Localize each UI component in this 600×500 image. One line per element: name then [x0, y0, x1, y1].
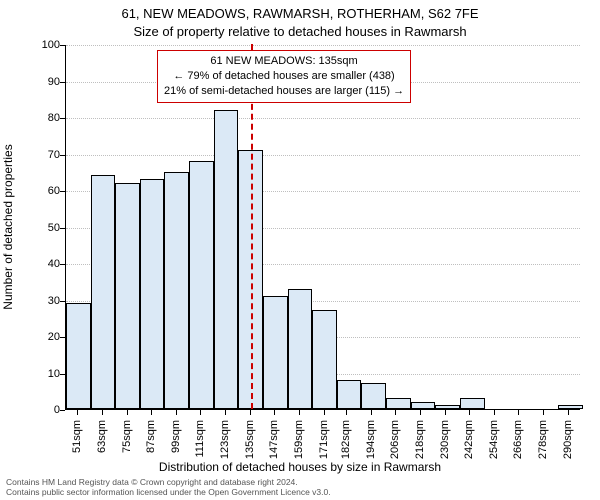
x-tick-mark — [274, 410, 275, 415]
y-tick-label: 40 — [10, 258, 60, 270]
chart-root: 61, NEW MEADOWS, RAWMARSH, ROTHERHAM, S6… — [0, 0, 600, 500]
y-tick-label: 0 — [10, 404, 60, 416]
x-tick-mark — [250, 410, 251, 415]
y-tick-label: 50 — [10, 222, 60, 234]
histogram-bar — [91, 175, 116, 409]
x-tick-mark — [225, 410, 226, 415]
x-tick-mark — [568, 410, 569, 415]
x-tick-mark — [200, 410, 201, 415]
y-tick-label: 80 — [10, 112, 60, 124]
x-tick-mark — [77, 410, 78, 415]
x-tick-mark — [371, 410, 372, 415]
x-tick-mark — [299, 410, 300, 415]
x-tick-mark — [127, 410, 128, 415]
histogram-bar — [288, 289, 313, 409]
x-tick-mark — [518, 410, 519, 415]
y-tick-label: 60 — [10, 185, 60, 197]
grid-line — [66, 118, 580, 119]
histogram-bar — [361, 383, 386, 409]
y-tick-mark — [60, 228, 65, 229]
histogram-bar — [164, 172, 189, 409]
x-axis-label: Distribution of detached houses by size … — [0, 460, 600, 474]
histogram-bar — [189, 161, 214, 409]
y-tick-mark — [60, 191, 65, 192]
annotation-line-1: 61 NEW MEADOWS: 135sqm — [164, 54, 404, 69]
y-tick-label: 10 — [10, 368, 60, 380]
y-tick-label: 90 — [10, 76, 60, 88]
y-tick-mark — [60, 82, 65, 83]
x-tick-mark — [445, 410, 446, 415]
histogram-bar — [263, 296, 288, 409]
y-tick-mark — [60, 337, 65, 338]
x-tick-mark — [420, 410, 421, 415]
y-tick-mark — [60, 118, 65, 119]
y-tick-mark — [60, 155, 65, 156]
y-tick-label: 70 — [10, 149, 60, 161]
x-tick-mark — [346, 410, 347, 415]
x-tick-mark — [176, 410, 177, 415]
annotation-line-2: ← 79% of detached houses are smaller (43… — [164, 69, 404, 84]
x-tick-mark — [102, 410, 103, 415]
y-tick-mark — [60, 45, 65, 46]
y-tick-mark — [60, 410, 65, 411]
chart-title-line2: Size of property relative to detached ho… — [0, 24, 600, 39]
y-tick-label: 30 — [10, 295, 60, 307]
grid-line — [66, 155, 580, 156]
x-tick-mark — [324, 410, 325, 415]
histogram-bar — [337, 380, 362, 409]
histogram-bar — [460, 398, 485, 409]
histogram-bar — [312, 310, 337, 409]
y-tick-label: 100 — [10, 39, 60, 51]
histogram-bar — [140, 179, 165, 409]
y-tick-label: 20 — [10, 331, 60, 343]
histogram-bar — [558, 405, 583, 409]
histogram-bar — [66, 303, 91, 409]
histogram-bar — [214, 110, 239, 409]
y-tick-mark — [60, 264, 65, 265]
y-tick-mark — [60, 301, 65, 302]
histogram-bar — [115, 183, 140, 409]
copyright-line2: Contains public sector information licen… — [6, 488, 594, 498]
x-tick-mark — [395, 410, 396, 415]
x-tick-mark — [543, 410, 544, 415]
annotation-line-3: 21% of semi-detached houses are larger (… — [164, 84, 404, 99]
plot-area: 61 NEW MEADOWS: 135sqm← 79% of detached … — [65, 45, 580, 410]
grid-line — [66, 45, 580, 46]
x-tick-mark — [469, 410, 470, 415]
annotation-box: 61 NEW MEADOWS: 135sqm← 79% of detached … — [157, 50, 411, 103]
histogram-bar — [435, 405, 460, 409]
copyright-text: Contains HM Land Registry data © Crown c… — [6, 478, 594, 498]
x-tick-mark — [151, 410, 152, 415]
histogram-bar — [411, 402, 436, 409]
y-tick-mark — [60, 374, 65, 375]
x-tick-mark — [494, 410, 495, 415]
chart-title-line1: 61, NEW MEADOWS, RAWMARSH, ROTHERHAM, S6… — [0, 6, 600, 21]
histogram-bar — [386, 398, 411, 409]
